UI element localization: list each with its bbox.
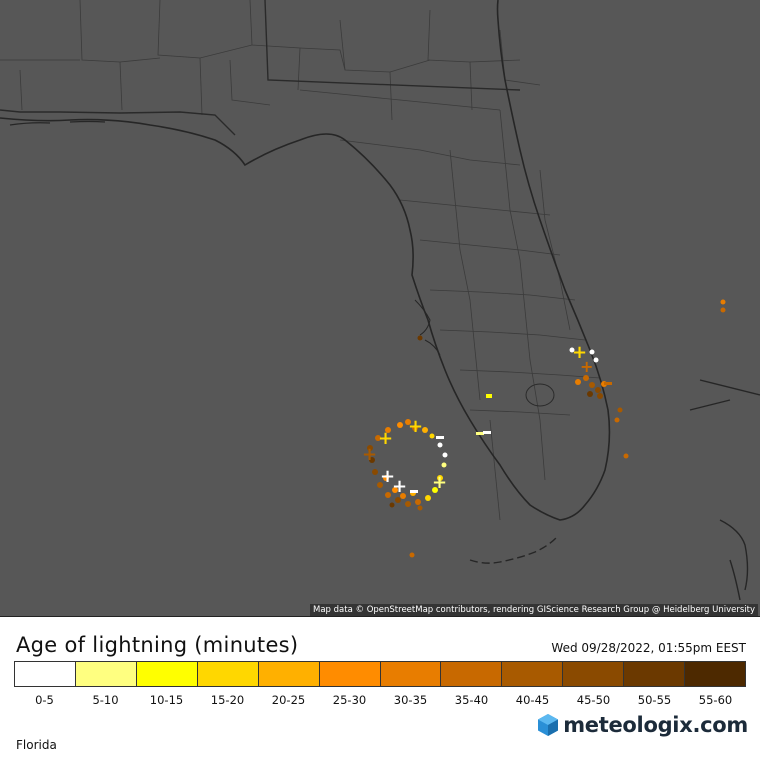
scale-swatch bbox=[380, 662, 442, 686]
scale-label: 10-15 bbox=[149, 693, 184, 707]
scale-label: 35-40 bbox=[454, 693, 489, 707]
scale-label: 0-5 bbox=[35, 693, 54, 707]
region-label: Florida bbox=[16, 738, 57, 752]
scale-label: 40-45 bbox=[515, 693, 550, 707]
scale-label: 50-55 bbox=[637, 693, 672, 707]
scale-swatch bbox=[441, 662, 503, 686]
scale-swatch bbox=[258, 662, 320, 686]
map-canvas: + + + + + + + + bbox=[0, 0, 760, 601]
lightning-strikes: + + + + + + + + bbox=[362, 299, 726, 558]
svg-text:+: + bbox=[580, 357, 593, 376]
scale-swatch bbox=[319, 662, 381, 686]
scale-label: 20-25 bbox=[271, 693, 306, 707]
scale-label: 25-30 bbox=[332, 693, 367, 707]
svg-text:+: + bbox=[378, 428, 393, 449]
bahamas-outline bbox=[689, 379, 760, 601]
scale-labels: 0-5 5-10 10-15 15-20 20-25 25-30 30-35 3… bbox=[14, 693, 746, 707]
brand-logo[interactable]: meteologix.com bbox=[537, 713, 748, 737]
panhandle-islands bbox=[9, 120, 106, 126]
scale-swatch bbox=[197, 662, 259, 686]
svg-text:+: + bbox=[362, 444, 377, 465]
state-boundaries bbox=[0, 0, 521, 136]
scale-label: 30-35 bbox=[393, 693, 428, 707]
scale-swatch bbox=[502, 662, 564, 686]
lake-okeechobee bbox=[525, 383, 555, 407]
scale-swatch bbox=[563, 662, 625, 686]
hexagon-logo-icon bbox=[538, 714, 559, 736]
svg-text:+: + bbox=[408, 416, 423, 437]
scale-swatch bbox=[685, 662, 746, 686]
color-scale bbox=[14, 661, 746, 687]
florida-coastline bbox=[0, 0, 611, 521]
scale-label: 55-60 bbox=[698, 693, 733, 707]
tampa-bay bbox=[414, 299, 441, 356]
gulf-storm-cluster: + + + + + + bbox=[362, 394, 492, 558]
scale-swatch bbox=[136, 662, 198, 686]
timestamp: Wed 09/28/2022, 01:55pm EEST bbox=[551, 641, 746, 655]
scale-swatch bbox=[624, 662, 686, 686]
svg-text:+: + bbox=[392, 476, 407, 497]
county-boundaries bbox=[0, 0, 601, 521]
scale-label: 15-20 bbox=[210, 693, 245, 707]
map-attribution: Map data © OpenStreetMap contributors, r… bbox=[310, 604, 758, 616]
scale-swatch bbox=[75, 662, 137, 686]
svg-text:+: + bbox=[572, 342, 587, 363]
scale-label: 45-50 bbox=[576, 693, 611, 707]
east-coast-cluster: + + bbox=[417, 299, 726, 459]
legend-panel: Age of lightning (minutes) Wed 09/28/202… bbox=[0, 616, 760, 761]
legend-title: Age of lightning (minutes) bbox=[16, 633, 299, 657]
svg-text:+: + bbox=[380, 466, 395, 487]
svg-text:+: + bbox=[432, 472, 447, 493]
lightning-map[interactable]: + + + + + + + + bbox=[0, 0, 760, 616]
scale-label: 5-10 bbox=[92, 693, 119, 707]
florida-keys bbox=[469, 537, 557, 564]
scale-swatch bbox=[15, 662, 76, 686]
brand-name: meteologix.com bbox=[563, 713, 748, 737]
